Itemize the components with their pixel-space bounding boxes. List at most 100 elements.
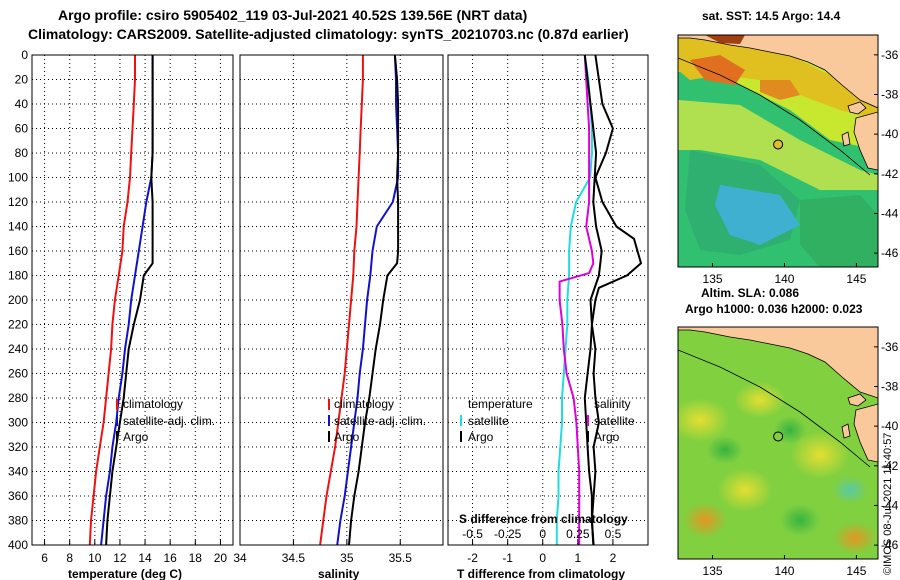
x-tick-label: 34	[233, 551, 247, 565]
sla-blob	[683, 502, 727, 538]
sst-map-title: sat. SST: 14.5 Argo: 14.4	[702, 9, 841, 23]
y-tick-label: 240	[8, 342, 28, 356]
series-line-argo	[105, 55, 154, 546]
sst-land-hot	[705, 35, 745, 44]
x-tick-label: 8	[66, 551, 73, 565]
series-line-argo	[348, 54, 400, 546]
y-tick-label: 360	[8, 489, 28, 503]
map-y-tick-label: -38	[881, 379, 899, 393]
map-y-tick-label: -46	[881, 538, 899, 552]
x2-tick-label: -0.5	[462, 527, 483, 541]
sst-cool-band-east	[800, 195, 878, 267]
series-line-salinity-satellite	[558, 54, 595, 545]
legend-label-satellite-adj: satellite-adj. clim.	[334, 414, 426, 428]
x-tick-label: 35	[340, 551, 354, 565]
legend-label-satellite-adj: satellite-adj. clim.	[123, 414, 215, 428]
x2-tick-label: 0.5	[605, 527, 622, 541]
y-tick-label: 120	[8, 195, 28, 209]
y-tick-label: 380	[8, 514, 28, 528]
sst-hot-spot-1	[690, 55, 745, 85]
x2-tick-label: 0	[539, 527, 546, 541]
legend-label-argo: Argo	[123, 430, 149, 444]
y-tick-label: 340	[8, 465, 28, 479]
sla-blob	[833, 522, 877, 554]
legend-label-argo: Argo	[334, 430, 360, 444]
x-tick-label: 35.5	[389, 551, 413, 565]
sla-map-frame	[677, 326, 879, 560]
x-tick-label: 16	[164, 551, 178, 565]
salinity-x-axis-label: salinity	[318, 567, 360, 580]
y-tick-label: 80	[15, 146, 29, 160]
y-tick-label: 320	[8, 440, 28, 454]
y-tick-label: 260	[8, 367, 28, 381]
map-y-tick-label: -44	[881, 498, 899, 512]
sst-hot-spot-2	[760, 80, 800, 100]
map-y-tick-label: -44	[881, 206, 899, 220]
x-tick-label: 10	[88, 551, 102, 565]
sst-land-tasmania	[853, 111, 878, 171]
argo-float-marker	[773, 431, 784, 442]
y-tick-label: 300	[8, 416, 28, 430]
sst-coastal-warm	[678, 35, 878, 120]
x-tick-label: 34.5	[282, 551, 306, 565]
legend-label-climatology: climatology	[334, 397, 394, 411]
series-line-temperature-argo	[590, 54, 642, 546]
grid	[448, 54, 648, 546]
x2-tick-label: 0.25	[566, 527, 590, 541]
y-tick-label: 160	[8, 244, 28, 258]
legend-heading-salinity: salinity	[594, 397, 631, 411]
salinity-profile-chart: 34 34.5 35 35.5	[233, 54, 444, 565]
sla-blob	[678, 398, 730, 442]
sla-map: 135 140 145 -36 -38 -40 -42 -44 -46	[677, 326, 899, 578]
x-tick-label: 18	[189, 551, 203, 565]
legend-heading-temperature: temperature	[468, 397, 533, 411]
plot-frame	[447, 54, 649, 546]
y-tick-label: 100	[8, 171, 28, 185]
difference-x-axis-label: T difference from climatology	[457, 567, 625, 580]
map-y-tick-label: -42	[881, 167, 899, 181]
y-tick-label: 0	[21, 48, 28, 62]
legend-label-salinity-satellite: satellite	[594, 414, 635, 428]
x-tick-label: -2	[467, 551, 478, 565]
x2-tick-label: -0.25	[494, 527, 522, 541]
map-x-tick-label: 145	[846, 272, 866, 286]
y-tick-label: 40	[15, 97, 29, 111]
series-line-climatology	[319, 55, 364, 546]
temperature-profile-chart: 6 8 10 12 14 16 18 2002040608010012014016018020…	[8, 48, 234, 565]
sla-blob	[717, 468, 773, 512]
sla-land-island-2	[841, 423, 851, 439]
map-y-tick-label: -38	[881, 87, 899, 101]
y-tick-label: 20	[15, 73, 29, 87]
map-y-tick-label: -36	[881, 48, 899, 62]
x-tick-label: 6	[41, 551, 48, 565]
argo-float-marker	[773, 139, 784, 150]
temperature-legend: climatology satellite-adj. clim. Argo	[116, 397, 215, 444]
sla-map-title-line2: Argo h1000: 0.036 h2000: 0.023	[685, 302, 863, 316]
legend-label-salinity-argo: Argo	[594, 430, 620, 444]
sla-blob	[734, 382, 786, 418]
sst-map-axes: 135 140 145 -36 -38 -40 -42 -44 -46	[703, 48, 899, 286]
sst-land-island-2	[841, 131, 851, 147]
sla-land-mainland	[678, 327, 878, 399]
difference-legend: temperature satellite Argo salinity sate…	[460, 397, 635, 444]
sla-land-tasmania	[853, 403, 878, 463]
x-tick-label: -1	[502, 551, 513, 565]
y-tick-label: 400	[8, 538, 28, 552]
x-tick-label: 1	[574, 551, 581, 565]
map-y-tick-label: -42	[881, 459, 899, 473]
map-y-tick-label: -40	[881, 127, 899, 141]
x-tick-label: 12	[113, 551, 127, 565]
sst-bathymetry-contour	[678, 57, 871, 176]
sst-map: 135 140 145 -36 -38 -40 -42 -44 -46	[677, 34, 899, 286]
x-tick-label: 14	[138, 551, 152, 565]
y-tick-label: 280	[8, 391, 28, 405]
sla-map-axes: 135 140 145 -36 -38 -40 -42 -44 -46	[703, 340, 899, 578]
figure-title-line2: Climatology: CARS2009. Satellite-adjuste…	[28, 26, 629, 42]
sla-blob	[790, 431, 850, 479]
y-tick-label: 200	[8, 293, 28, 307]
map-y-tick-label: -36	[881, 340, 899, 354]
difference-profile-chart: -2 -1 0 1 2 -0.5 -0.25 0 0.25 0.5	[447, 54, 649, 565]
sla-land-island-1	[847, 393, 867, 407]
sla-blob	[832, 476, 868, 504]
